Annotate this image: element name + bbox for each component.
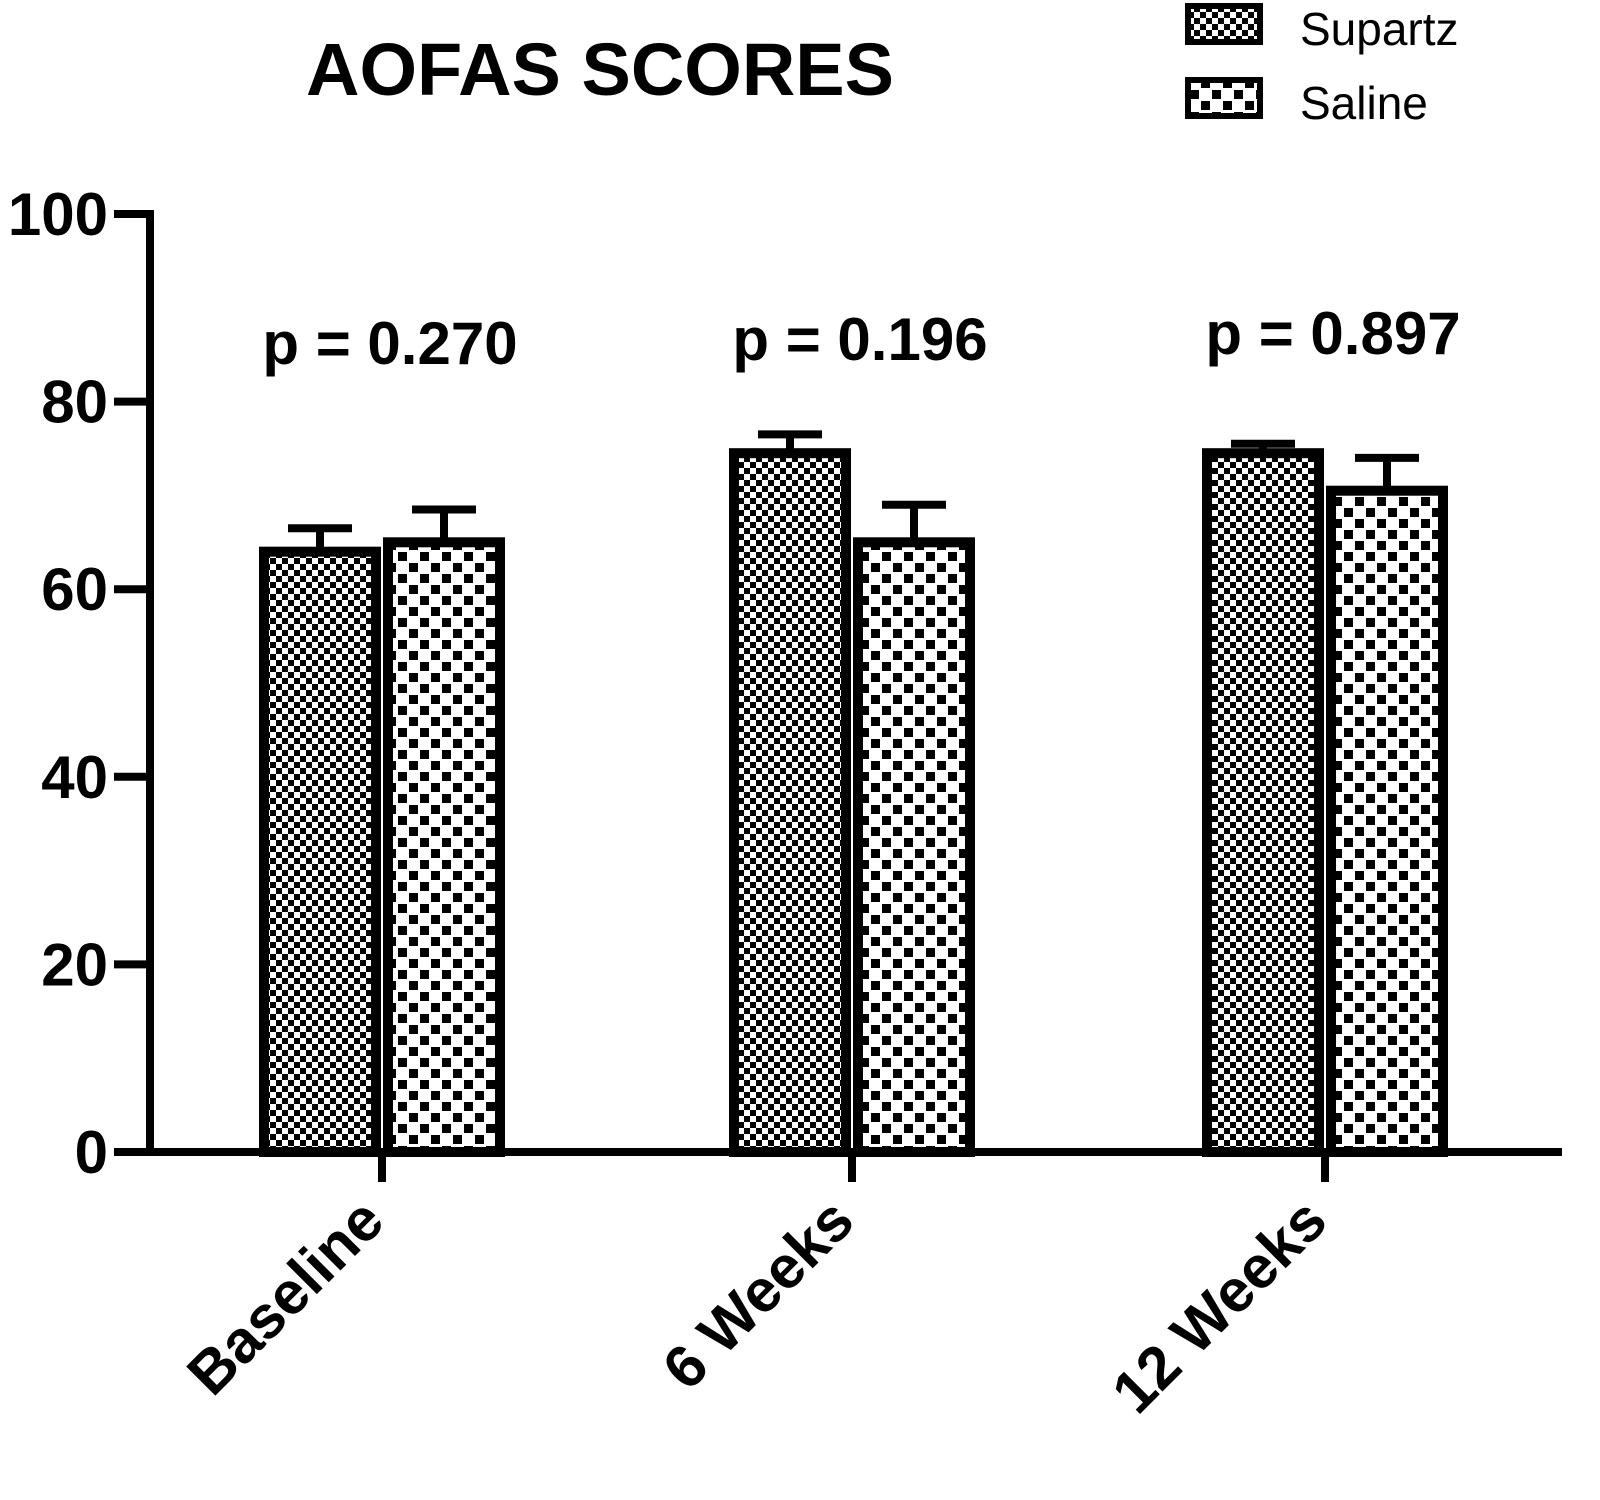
bar-saline bbox=[1326, 485, 1448, 1157]
x-category-label: 12 Weeks bbox=[1099, 1186, 1339, 1426]
bar-saline bbox=[383, 537, 505, 1157]
y-tick-label: 0 bbox=[75, 1119, 108, 1186]
p-value-label: p = 0.196 bbox=[732, 306, 987, 373]
y-tick-label: 40 bbox=[41, 744, 108, 811]
legend-label-supartz: Supartz bbox=[1300, 3, 1459, 55]
y-tick-label: 100 bbox=[8, 181, 108, 248]
y-tick-label: 80 bbox=[41, 369, 108, 436]
y-tick-label: 60 bbox=[41, 556, 108, 623]
p-value-label: p = 0.270 bbox=[262, 310, 517, 377]
legend-swatch-supartz bbox=[1185, 3, 1263, 45]
p-value-annotations: p = 0.270 p = 0.196 p = 0.897 bbox=[262, 300, 1460, 377]
p-value-label: p = 0.897 bbox=[1205, 300, 1460, 367]
bar-supartz bbox=[1202, 448, 1324, 1157]
y-tick-label: 20 bbox=[41, 931, 108, 998]
x-category-label: 6 Weeks bbox=[650, 1186, 866, 1402]
x-category-label: Baseline bbox=[174, 1186, 396, 1408]
legend-label-saline: Saline bbox=[1300, 77, 1428, 129]
chart-title: AOFAS SCORES bbox=[306, 28, 894, 111]
legend-swatch-saline bbox=[1185, 77, 1263, 119]
bars bbox=[259, 430, 1448, 1157]
bar-saline bbox=[853, 537, 975, 1157]
bar-supartz bbox=[729, 448, 851, 1157]
legend: Supartz Saline bbox=[1185, 3, 1459, 129]
bar-supartz bbox=[259, 546, 381, 1157]
